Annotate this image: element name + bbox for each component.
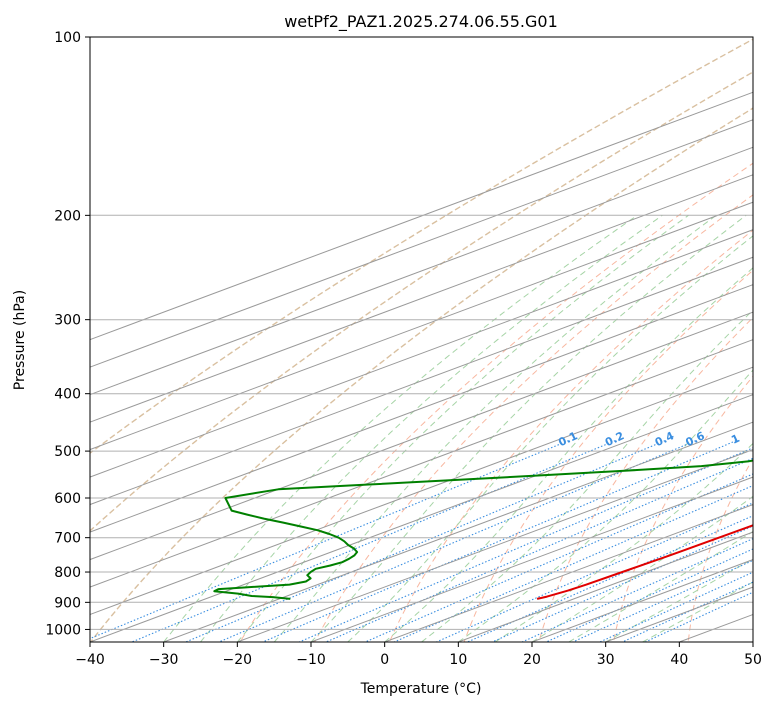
x-tick-label: 30 [597,652,615,668]
mixing-ratio-line [393,484,753,642]
mixing-ratio-line [492,525,753,642]
y-tick-label: 500 [54,444,81,460]
mixing-ratio-line [325,457,753,642]
y-axis: 100 200 300 400 500 600 700 800 900 1000 [45,30,90,638]
isotherm [310,476,753,642]
dewpoint-line [213,459,753,600]
isotherm [90,256,753,506]
isotherm [90,339,753,588]
x-tick-label: 20 [523,652,541,668]
x-tick-label: −30 [149,652,179,668]
moist-adiabat [531,495,753,642]
isotherm [237,449,753,642]
x-axis-title: Temperature (°C) [360,681,482,697]
isotherms [90,91,753,642]
isotherm [163,421,753,642]
x-tick-label: 10 [449,652,467,668]
isotherm [90,119,753,368]
y-tick-label: 800 [54,565,81,581]
sounding-series [213,459,753,600]
isotherm [90,146,753,396]
dry-adiabat [687,457,753,642]
dry-adiabat [538,316,753,642]
isobars [90,37,753,630]
mixing-ratio-lines [90,440,753,642]
chart-title: wetPf2_PAZ1.2025.274.06.55.G01 [284,12,558,32]
y-tick-label: 900 [54,595,81,611]
x-tick-label: 50 [744,652,762,668]
x-tick-label: −40 [75,652,105,668]
isotherm [90,366,753,616]
isotherm [90,311,753,561]
dry-adiabat [239,162,753,642]
y-tick-label: 700 [54,531,81,547]
outer-adiabat [90,38,753,455]
y-tick-label: 600 [54,491,81,507]
moist-adiabat [458,369,753,642]
y-tick-label: 1000 [45,622,81,638]
y-axis-title: Pressure (hPa) [12,290,28,390]
mixing-ratio-line [218,440,697,642]
x-tick-label: 40 [670,652,688,668]
isotherm [90,174,753,423]
moist-adiabat [236,214,689,642]
y-tick-label: 100 [54,30,81,46]
dry-adiabats [239,162,753,642]
y-tick-label: 300 [54,313,81,329]
moist-adiabat [273,214,717,642]
dry-adiabat [613,375,753,642]
x-axis: −40 −30 −20 −10 0 10 20 30 40 50 [75,642,762,668]
isotherm [90,229,753,478]
y-tick-label: 400 [54,387,81,403]
isotherm [90,201,753,451]
isotherm [90,284,753,533]
moist-adiabat [200,214,663,642]
outer-adiabat [90,71,753,532]
dry-adiabat [388,229,753,642]
mixing-ratio-line [298,447,753,642]
y-tick-label: 200 [54,208,81,224]
x-tick-label: −10 [296,652,326,668]
isotherm [90,394,753,642]
plot-frame [89,36,754,643]
dry-adiabat [314,194,753,642]
x-tick-label: 0 [380,652,389,668]
isotherm [384,504,753,642]
moist-adiabat [310,214,747,642]
x-tick-label: −20 [223,652,253,668]
dry-adiabat [463,269,753,642]
isotherm [458,531,753,642]
mixing-ratio-line [90,440,569,640]
mixing-ratio-line [131,440,616,642]
